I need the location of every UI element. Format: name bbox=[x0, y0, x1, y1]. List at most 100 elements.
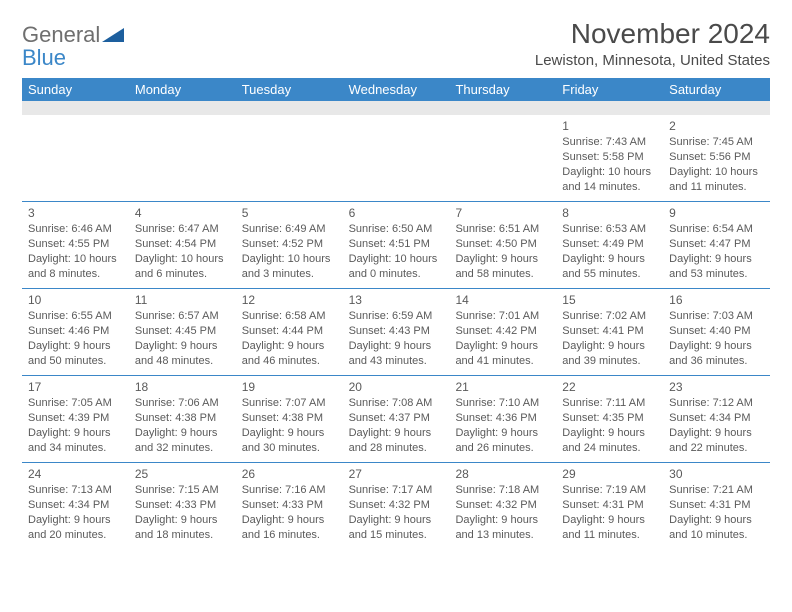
sunset-text: Sunset: 4:34 PM bbox=[28, 498, 123, 513]
daylight-text: Daylight: 10 hours and 14 minutes. bbox=[562, 165, 657, 195]
daylight-text: Daylight: 10 hours and 6 minutes. bbox=[135, 252, 230, 282]
day-cell-21: 21Sunrise: 7:10 AMSunset: 4:36 PMDayligh… bbox=[449, 376, 556, 462]
day-number: 1 bbox=[562, 118, 657, 134]
sunset-text: Sunset: 4:47 PM bbox=[669, 237, 764, 252]
day-number: 10 bbox=[28, 292, 123, 308]
sunset-text: Sunset: 4:45 PM bbox=[135, 324, 230, 339]
sunrise-text: Sunrise: 6:57 AM bbox=[135, 309, 230, 324]
day-details: Sunrise: 6:50 AMSunset: 4:51 PMDaylight:… bbox=[349, 222, 444, 281]
sunrise-text: Sunrise: 6:59 AM bbox=[349, 309, 444, 324]
sunrise-text: Sunrise: 7:45 AM bbox=[669, 135, 764, 150]
header: General Blue November 2024 Lewiston, Min… bbox=[22, 18, 770, 70]
sunrise-text: Sunrise: 7:13 AM bbox=[28, 483, 123, 498]
sunset-text: Sunset: 4:44 PM bbox=[242, 324, 337, 339]
day-number: 24 bbox=[28, 466, 123, 482]
daylight-text: Daylight: 10 hours and 0 minutes. bbox=[349, 252, 444, 282]
day-number: 15 bbox=[562, 292, 657, 308]
gray-bar bbox=[22, 101, 770, 115]
day-cell-27: 27Sunrise: 7:17 AMSunset: 4:32 PMDayligh… bbox=[343, 463, 450, 549]
sunrise-text: Sunrise: 7:11 AM bbox=[562, 396, 657, 411]
day-details: Sunrise: 7:18 AMSunset: 4:32 PMDaylight:… bbox=[455, 483, 550, 542]
daylight-text: Daylight: 9 hours and 39 minutes. bbox=[562, 339, 657, 369]
day-number: 7 bbox=[455, 205, 550, 221]
sunset-text: Sunset: 4:36 PM bbox=[455, 411, 550, 426]
sunset-text: Sunset: 4:38 PM bbox=[242, 411, 337, 426]
weekday-monday: Monday bbox=[129, 78, 236, 101]
day-details: Sunrise: 6:59 AMSunset: 4:43 PMDaylight:… bbox=[349, 309, 444, 368]
day-details: Sunrise: 6:51 AMSunset: 4:50 PMDaylight:… bbox=[455, 222, 550, 281]
day-details: Sunrise: 6:49 AMSunset: 4:52 PMDaylight:… bbox=[242, 222, 337, 281]
logo: General Blue bbox=[22, 24, 124, 70]
day-details: Sunrise: 7:13 AMSunset: 4:34 PMDaylight:… bbox=[28, 483, 123, 542]
sunset-text: Sunset: 4:40 PM bbox=[669, 324, 764, 339]
day-cell-6: 6Sunrise: 6:50 AMSunset: 4:51 PMDaylight… bbox=[343, 202, 450, 288]
day-cell-26: 26Sunrise: 7:16 AMSunset: 4:33 PMDayligh… bbox=[236, 463, 343, 549]
daylight-text: Daylight: 10 hours and 11 minutes. bbox=[669, 165, 764, 195]
sunrise-text: Sunrise: 7:03 AM bbox=[669, 309, 764, 324]
sunset-text: Sunset: 4:50 PM bbox=[455, 237, 550, 252]
sunrise-text: Sunrise: 6:54 AM bbox=[669, 222, 764, 237]
day-number: 6 bbox=[349, 205, 444, 221]
logo-triangle-icon bbox=[102, 26, 124, 47]
daylight-text: Daylight: 10 hours and 8 minutes. bbox=[28, 252, 123, 282]
sunrise-text: Sunrise: 7:02 AM bbox=[562, 309, 657, 324]
day-number: 27 bbox=[349, 466, 444, 482]
day-number: 17 bbox=[28, 379, 123, 395]
day-number: 26 bbox=[242, 466, 337, 482]
sunset-text: Sunset: 4:35 PM bbox=[562, 411, 657, 426]
day-cell-11: 11Sunrise: 6:57 AMSunset: 4:45 PMDayligh… bbox=[129, 289, 236, 375]
sunset-text: Sunset: 4:38 PM bbox=[135, 411, 230, 426]
day-cell-2: 2Sunrise: 7:45 AMSunset: 5:56 PMDaylight… bbox=[663, 115, 770, 201]
sunset-text: Sunset: 4:33 PM bbox=[242, 498, 337, 513]
day-number: 13 bbox=[349, 292, 444, 308]
logo-text-1: General bbox=[22, 22, 100, 47]
sunrise-text: Sunrise: 6:49 AM bbox=[242, 222, 337, 237]
weekday-saturday: Saturday bbox=[663, 78, 770, 101]
sunrise-text: Sunrise: 7:18 AM bbox=[455, 483, 550, 498]
sunrise-text: Sunrise: 7:08 AM bbox=[349, 396, 444, 411]
day-cell-25: 25Sunrise: 7:15 AMSunset: 4:33 PMDayligh… bbox=[129, 463, 236, 549]
daylight-text: Daylight: 9 hours and 20 minutes. bbox=[28, 513, 123, 543]
daylight-text: Daylight: 9 hours and 36 minutes. bbox=[669, 339, 764, 369]
weekday-tuesday: Tuesday bbox=[236, 78, 343, 101]
sunrise-text: Sunrise: 7:01 AM bbox=[455, 309, 550, 324]
daylight-text: Daylight: 9 hours and 13 minutes. bbox=[455, 513, 550, 543]
day-number: 9 bbox=[669, 205, 764, 221]
weekday-header-row: SundayMondayTuesdayWednesdayThursdayFrid… bbox=[22, 78, 770, 101]
day-number: 18 bbox=[135, 379, 230, 395]
day-number: 22 bbox=[562, 379, 657, 395]
day-details: Sunrise: 7:17 AMSunset: 4:32 PMDaylight:… bbox=[349, 483, 444, 542]
daylight-text: Daylight: 9 hours and 16 minutes. bbox=[242, 513, 337, 543]
day-details: Sunrise: 7:21 AMSunset: 4:31 PMDaylight:… bbox=[669, 483, 764, 542]
day-number: 19 bbox=[242, 379, 337, 395]
week-row: 3Sunrise: 6:46 AMSunset: 4:55 PMDaylight… bbox=[22, 201, 770, 288]
day-details: Sunrise: 7:06 AMSunset: 4:38 PMDaylight:… bbox=[135, 396, 230, 455]
sunset-text: Sunset: 4:54 PM bbox=[135, 237, 230, 252]
sunset-text: Sunset: 4:39 PM bbox=[28, 411, 123, 426]
sunset-text: Sunset: 5:56 PM bbox=[669, 150, 764, 165]
daylight-text: Daylight: 9 hours and 46 minutes. bbox=[242, 339, 337, 369]
day-number: 2 bbox=[669, 118, 764, 134]
day-cell-7: 7Sunrise: 6:51 AMSunset: 4:50 PMDaylight… bbox=[449, 202, 556, 288]
day-details: Sunrise: 7:45 AMSunset: 5:56 PMDaylight:… bbox=[669, 135, 764, 194]
sunrise-text: Sunrise: 6:46 AM bbox=[28, 222, 123, 237]
day-cell-12: 12Sunrise: 6:58 AMSunset: 4:44 PMDayligh… bbox=[236, 289, 343, 375]
sunset-text: Sunset: 4:51 PM bbox=[349, 237, 444, 252]
sunrise-text: Sunrise: 7:43 AM bbox=[562, 135, 657, 150]
day-cell-5: 5Sunrise: 6:49 AMSunset: 4:52 PMDaylight… bbox=[236, 202, 343, 288]
day-number: 5 bbox=[242, 205, 337, 221]
sunrise-text: Sunrise: 7:12 AM bbox=[669, 396, 764, 411]
week-row: 17Sunrise: 7:05 AMSunset: 4:39 PMDayligh… bbox=[22, 375, 770, 462]
daylight-text: Daylight: 9 hours and 50 minutes. bbox=[28, 339, 123, 369]
day-cell-1: 1Sunrise: 7:43 AMSunset: 5:58 PMDaylight… bbox=[556, 115, 663, 201]
sunrise-text: Sunrise: 7:07 AM bbox=[242, 396, 337, 411]
sunset-text: Sunset: 4:33 PM bbox=[135, 498, 230, 513]
day-details: Sunrise: 6:53 AMSunset: 4:49 PMDaylight:… bbox=[562, 222, 657, 281]
weekday-sunday: Sunday bbox=[22, 78, 129, 101]
sunrise-text: Sunrise: 6:55 AM bbox=[28, 309, 123, 324]
day-details: Sunrise: 7:19 AMSunset: 4:31 PMDaylight:… bbox=[562, 483, 657, 542]
day-details: Sunrise: 7:01 AMSunset: 4:42 PMDaylight:… bbox=[455, 309, 550, 368]
day-number: 3 bbox=[28, 205, 123, 221]
sunset-text: Sunset: 4:43 PM bbox=[349, 324, 444, 339]
day-cell-10: 10Sunrise: 6:55 AMSunset: 4:46 PMDayligh… bbox=[22, 289, 129, 375]
